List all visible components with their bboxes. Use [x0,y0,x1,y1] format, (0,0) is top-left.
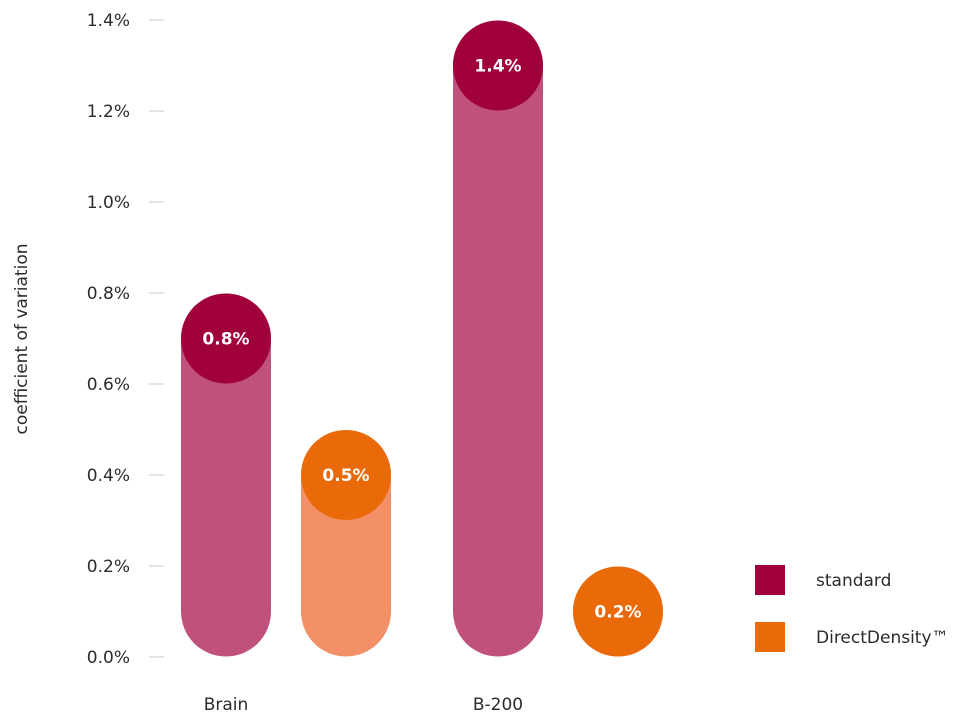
y-tick-label: 1.0% [87,193,130,213]
x-tick-label: B-200 [473,695,523,715]
legend-item-directdensity: DirectDensity™ [755,622,949,652]
bar-brain-standard: 0.8% [181,293,271,657]
y-tick-label: 0.6% [87,375,130,395]
y-axis: 0.0% 0.2% 0.4% 0.6% 0.8% 1.0% 1.2% 1.4% [87,11,164,668]
y-tick-label: 0.0% [87,648,130,668]
y-tick-label: 0.2% [87,557,130,577]
y-tick-label: 0.8% [87,284,130,304]
data-label: 0.2% [594,603,641,623]
value-circle [453,20,543,111]
value-circle [301,430,391,520]
y-axis-title: coefficient of variation [12,244,32,435]
x-axis: Brain B-200 [204,695,523,715]
bar-body [181,293,271,657]
data-label: 1.4% [474,57,521,77]
bar-b-200-directdensity: 0.2% [573,566,663,657]
legend-label: DirectDensity™ [816,628,949,648]
bar-b-200-standard: 1.4% [453,20,543,657]
legend-label: standard [816,571,891,591]
y-tick-label: 0.4% [87,466,130,486]
data-label: 0.8% [202,330,249,350]
legend-swatch [755,622,785,652]
x-tick-label: Brain [204,695,249,715]
legend: standard DirectDensity™ [755,565,949,652]
legend-item-standard: standard [755,565,891,595]
value-circle [181,293,271,384]
bar-brain-directdensity: 0.5% [301,430,391,657]
y-tick-label: 1.4% [87,11,130,31]
bars: 0.8% 0.5% 1.4% 0.2% [181,20,663,657]
y-tick-label: 1.2% [87,102,130,122]
bar-body [453,20,543,657]
legend-swatch [755,565,785,595]
data-label: 0.5% [322,466,369,486]
value-circle [573,566,663,657]
